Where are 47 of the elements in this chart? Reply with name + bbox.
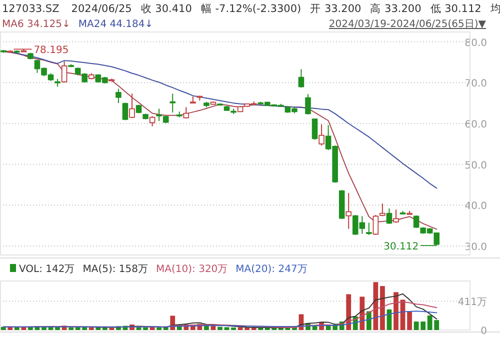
annotation: 78.195: [34, 45, 69, 56]
candlestick: [318, 124, 324, 146]
candlestick: [122, 102, 128, 121]
candlestick: [149, 116, 156, 127]
text: 高 33.200: [370, 2, 422, 15]
text: MA6 34.125↓: [2, 19, 70, 30]
candlestick: [366, 222, 372, 236]
y-tick-label: 40.0: [464, 201, 487, 212]
candlestick: [305, 94, 311, 115]
candlestick: [393, 209, 399, 224]
bar: [394, 292, 398, 330]
text: MA(5): 158万: [82, 264, 148, 275]
y-tick-label: 411万: [458, 297, 487, 308]
bar: [380, 286, 385, 330]
text: 低 30.112: [430, 3, 482, 15]
y-tick-label: 50.0: [464, 160, 487, 172]
text: 均: [489, 3, 500, 15]
chart-title: 127033.SZ: [2, 3, 60, 15]
y-tick-label: 70.0: [464, 78, 487, 90]
chart-subtitle: 2024/03/19-2024/06/25(65日)▼: [328, 19, 486, 30]
candlestick: [129, 93, 135, 119]
candlestick: [346, 192, 352, 230]
annotation: 30.112: [384, 242, 419, 253]
line-series: [2, 310, 438, 328]
candlestick: [413, 214, 420, 229]
candlestick: [386, 208, 392, 224]
bar: [224, 327, 230, 330]
text: 开 33.200: [310, 3, 362, 15]
text: 幅 -7.12%(-2.3300): [200, 3, 302, 15]
text: MA24 44.184↓: [78, 19, 154, 30]
text: 收 30.410: [140, 3, 192, 15]
text: MA(10): 320万: [156, 264, 228, 275]
candlestick: [61, 60, 68, 84]
bar: [407, 311, 412, 330]
legend-label: VOL: 142万: [19, 264, 75, 275]
bar: [346, 294, 352, 330]
candlestick: [298, 68, 304, 88]
candlestick: [312, 118, 318, 140]
candlestick: [116, 88, 122, 104]
candlestick: [183, 106, 190, 120]
text: 2024/06/25: [71, 3, 132, 15]
bar: [420, 322, 426, 330]
candlestick: [170, 93, 176, 113]
text: MA(20): 247万: [236, 264, 308, 275]
bar: [414, 322, 419, 330]
y-tick-label: 0: [480, 326, 487, 337]
bar: [218, 326, 222, 330]
